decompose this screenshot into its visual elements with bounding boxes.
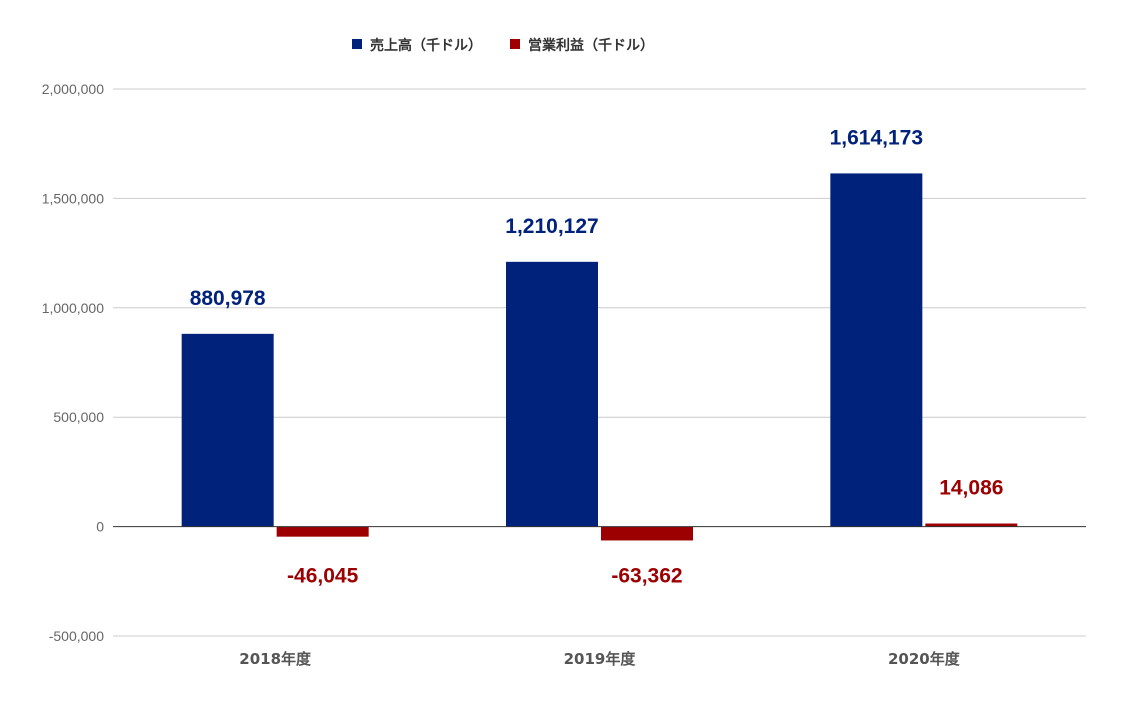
y-tick-label: 1,000,000 — [42, 300, 104, 316]
bar-sales — [830, 173, 923, 527]
y-tick-label: 2,000,000 — [42, 81, 104, 97]
y-tick-label: 0 — [96, 519, 104, 535]
data-label: 1,210,127 — [505, 215, 598, 238]
data-label: 880,978 — [190, 287, 266, 310]
data-label: -46,045 — [287, 565, 359, 588]
bar-sales — [181, 333, 274, 527]
bar-operating-profit — [925, 523, 1018, 527]
bars — [181, 173, 1018, 541]
legend-label: 営業利益（千ドル） — [528, 37, 654, 54]
gridlines — [113, 88, 1086, 637]
y-axis-ticks: -500,000 0 500,000 1,000,000 1,500,000 2,000,… — [42, 81, 105, 644]
legend-label: 売上高（千ドル） — [370, 37, 482, 54]
legend-swatch — [352, 39, 362, 49]
x-axis-categories: 2018年度 2019年度 2020年度 — [239, 650, 960, 668]
y-tick-label: 1,500,000 — [42, 190, 104, 206]
data-labels: 880,978 -46,045 1,210,127 -63,362 1,614,173 1… — [190, 126, 1004, 587]
bar-sales — [506, 261, 598, 527]
y-tick-label: 500,000 — [53, 409, 104, 425]
y-tick-label: -500,000 — [49, 628, 104, 644]
bar-operating-profit — [276, 526, 369, 537]
bar-operating-profit — [601, 526, 693, 541]
data-label: 1,614,173 — [830, 126, 923, 149]
x-category-label: 2018年度 — [239, 650, 312, 668]
x-category-label: 2020年度 — [888, 650, 961, 668]
data-label: 14,086 — [939, 477, 1003, 500]
x-category-label: 2019年度 — [564, 650, 637, 668]
legend-swatch — [510, 39, 520, 49]
data-label: -63,362 — [611, 565, 682, 588]
legend: 売上高（千ドル） 営業利益（千ドル） — [352, 37, 654, 54]
